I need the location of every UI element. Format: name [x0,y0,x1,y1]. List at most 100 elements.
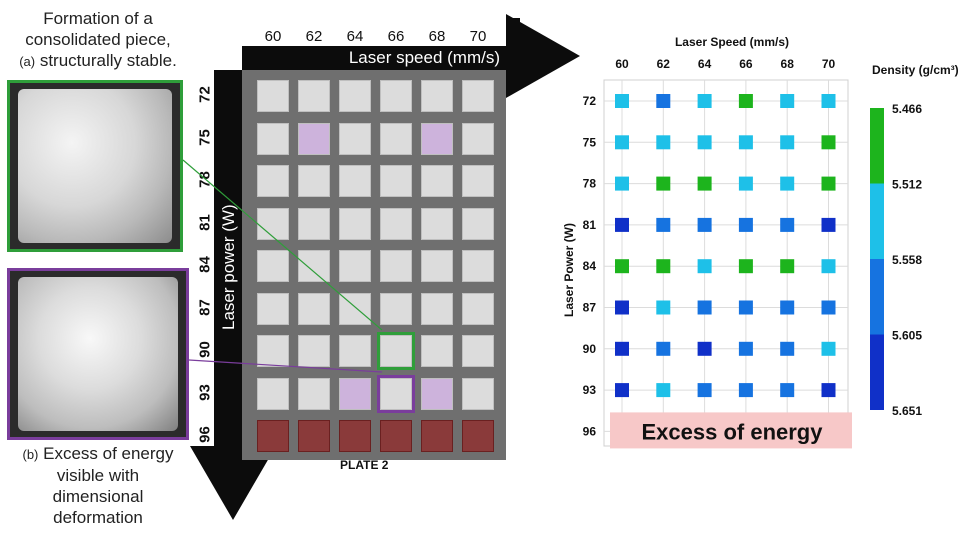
plate-sample [462,377,494,410]
density-cell [656,176,671,191]
plate-speed-tick: 66 [387,28,405,45]
plate-sample [421,165,453,197]
density-cell [656,94,671,108]
plate-sample [462,420,494,452]
density-cell [738,135,753,150]
density-cell [738,300,753,315]
caption-a: Formation of a consolidated piece, (a) s… [8,8,188,72]
plate-sample [257,122,289,155]
plate-sample [257,292,289,325]
density-cell [656,300,671,315]
density-cell [697,259,712,274]
plate-sample [380,292,412,325]
legend-tick-label: 5.605 [892,329,922,343]
x-tick-label: 60 [615,57,629,71]
plate-sample [380,335,412,367]
density-cell [697,94,712,108]
plate-sample [380,420,412,452]
plate-sample [339,250,371,282]
density-cell [697,176,712,191]
density-cell [780,176,795,191]
plate-sample [257,420,289,452]
plate-sample [380,207,412,240]
plate-sample [380,165,412,197]
plate-sample [257,165,289,197]
plate-sample [380,80,412,112]
y-tick-label: 78 [583,177,597,191]
y-tick-label: 84 [583,259,597,273]
density-cell [697,341,712,356]
density-cell [738,217,753,232]
caption-a-line1: Formation of a [43,9,153,28]
plate-sample [298,207,330,240]
connector-b [188,359,383,373]
caption-b-line4: deformation [53,508,143,527]
highlight-a [377,332,415,370]
plate-sample [339,122,371,155]
plate-sample [421,420,453,452]
density-cell [780,94,795,108]
density-cell [780,300,795,315]
density-cell [697,217,712,232]
plate-sample [462,250,494,282]
legend-tick-label: 5.466 [892,102,922,116]
plate-sample [298,80,330,112]
legend-swatch [870,334,884,410]
plate-sample [462,165,494,197]
density-cell [738,94,753,108]
plate-sample [339,80,371,112]
plate-speed-bar: Laser speed (mm/s) [242,46,506,70]
density-cell [697,135,712,150]
plate-sample [380,250,412,282]
density-cell [738,341,753,356]
plate-sample [339,207,371,240]
plate-sample [298,165,330,197]
plate-sample [421,207,453,240]
density-cell [738,176,753,191]
consolidated-piece-image [18,89,172,243]
density-cell [821,176,836,191]
density-cell [615,259,629,274]
connector-a [182,159,383,331]
x-axis-title: Laser Speed (mm/s) [675,35,789,49]
caption-a-line3: structurally stable. [39,51,177,70]
x-tick-label: 66 [739,57,753,71]
plate-sample [257,80,289,112]
plate-sample [421,335,453,367]
plate-sample [339,165,371,197]
plate-speed-tick: 60 [264,28,282,45]
legend-swatch [870,259,884,335]
y-tick-label: 75 [583,135,597,149]
density-cell [697,383,712,398]
plate-speed-label: Laser speed (mm/s) [348,48,500,67]
density-cell [656,135,671,150]
plate-sample [257,377,289,410]
plate-sample [298,250,330,282]
plate-sample [257,207,289,240]
plate-sample [380,377,412,410]
density-cell [780,383,795,398]
density-cell [821,217,836,232]
plate-sample [339,335,371,367]
caption-b-line1: Excess of energy [43,444,174,463]
density-cell [615,94,629,108]
caption-b-line3: dimensional [52,487,144,506]
plate-sample [462,80,494,112]
density-cell [697,300,712,315]
plate-sample [339,292,371,325]
plate-sample [421,122,453,155]
density-cell [615,300,629,315]
plate-sample [298,377,330,410]
legend-tick-label: 5.512 [892,178,922,192]
density-cell [821,383,836,398]
density-cell [780,217,795,232]
deformed-piece-image [18,277,178,431]
plate-sample [462,335,494,367]
plate-sample [462,292,494,325]
plate-photo [242,70,506,460]
photo-deformed-piece [7,268,189,440]
legend-tick-label: 5.558 [892,253,922,267]
plate-sample [421,292,453,325]
density-cell [656,341,671,356]
